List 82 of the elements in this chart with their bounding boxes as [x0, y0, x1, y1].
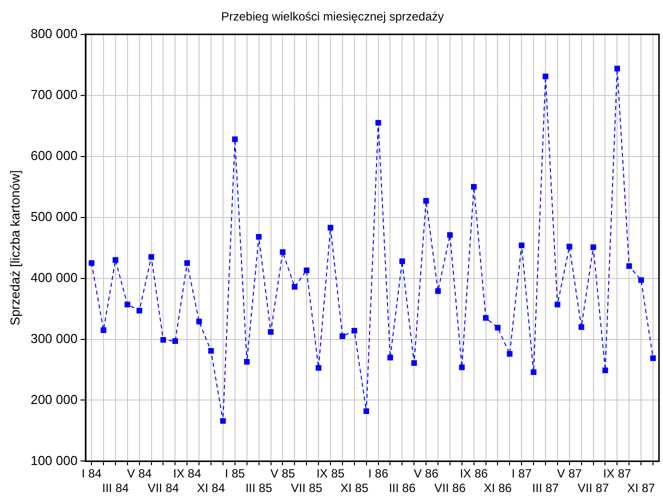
y-tick-label: 800 000: [30, 26, 78, 41]
x-tick-label: XI 85: [340, 481, 369, 496]
x-tick-label: III 86: [388, 481, 416, 496]
point: [304, 268, 310, 274]
y-tick-label: 500 000: [30, 208, 78, 224]
point: [638, 277, 644, 283]
x-tick-label: XI 87: [627, 481, 656, 496]
point: [316, 365, 322, 371]
x-tick-label: VII 86: [434, 481, 466, 496]
point: [244, 358, 250, 365]
point: [626, 263, 632, 269]
point: [196, 318, 202, 324]
point: [459, 364, 465, 370]
point: [518, 242, 524, 248]
point: [506, 351, 513, 357]
point: [471, 184, 477, 190]
x-tick-label: I 86: [368, 466, 389, 481]
point: [172, 338, 178, 344]
point: [208, 348, 214, 354]
y-tick-label: 200 000: [30, 392, 78, 407]
point: [447, 232, 453, 238]
point: [578, 324, 584, 330]
point: [280, 249, 286, 255]
x-tick-label: IX 86: [460, 466, 488, 481]
x-tick-label: I 85: [224, 466, 246, 481]
point: [88, 260, 94, 266]
point: [256, 234, 262, 240]
point: [363, 408, 370, 414]
point: [387, 354, 394, 360]
point: [482, 315, 489, 321]
x-tick-label: XI 86: [484, 481, 512, 496]
point: [614, 66, 620, 72]
point: [268, 329, 274, 335]
x-tick-label: I 87: [512, 466, 532, 481]
x-tick-label: III 85: [245, 481, 272, 496]
x-tick-label: III 84: [102, 481, 130, 496]
x-tick-label: V 87: [557, 466, 582, 481]
y-tick-label: 300 000: [30, 330, 78, 346]
point: [435, 288, 441, 294]
point: [328, 224, 334, 231]
x-tick-label: VII 85: [290, 481, 323, 496]
point: [112, 257, 118, 263]
point: [148, 254, 154, 260]
point: [340, 333, 346, 340]
point: [100, 327, 106, 333]
x-tick-label: IX 87: [603, 466, 632, 481]
x-tick-label: V 86: [414, 466, 439, 481]
point: [554, 302, 560, 308]
point: [375, 120, 382, 126]
x-tick-label: I 84: [82, 466, 102, 481]
y-tick-label: 700 000: [30, 86, 78, 102]
point: [136, 308, 142, 314]
point: [602, 368, 608, 374]
point: [650, 355, 656, 361]
point: [352, 328, 358, 334]
y-axis-title: Sprzedaż [liczba kartonów]: [7, 170, 22, 326]
point: [184, 260, 190, 266]
chart-title: Przebieg wielkości miesięcznej sprzedaży: [221, 10, 444, 24]
x-tick-label: IX 84: [173, 466, 202, 481]
point: [232, 136, 238, 142]
point: [160, 337, 166, 343]
point: [124, 302, 130, 308]
x-tick-label: VII 84: [148, 481, 180, 496]
point: [292, 284, 298, 290]
x-tick-label: VII 87: [578, 481, 610, 496]
y-tick-label: 400 000: [30, 270, 78, 285]
point: [494, 324, 501, 330]
point: [542, 74, 548, 80]
x-tick-label: XI 84: [197, 481, 226, 496]
y-tick-label: 100 000: [30, 452, 78, 468]
point: [530, 369, 536, 376]
point: [399, 258, 405, 264]
point: [411, 360, 417, 366]
point: [423, 198, 429, 204]
point: [590, 244, 596, 250]
x-tick-label: V 84: [127, 466, 152, 481]
point: [566, 244, 572, 250]
x-tick-label: V 85: [270, 466, 296, 481]
point: [220, 418, 226, 424]
y-tick-label: 600 000: [30, 148, 78, 163]
x-tick-label: III 87: [532, 481, 560, 496]
x-tick-label: IX 85: [316, 466, 345, 481]
